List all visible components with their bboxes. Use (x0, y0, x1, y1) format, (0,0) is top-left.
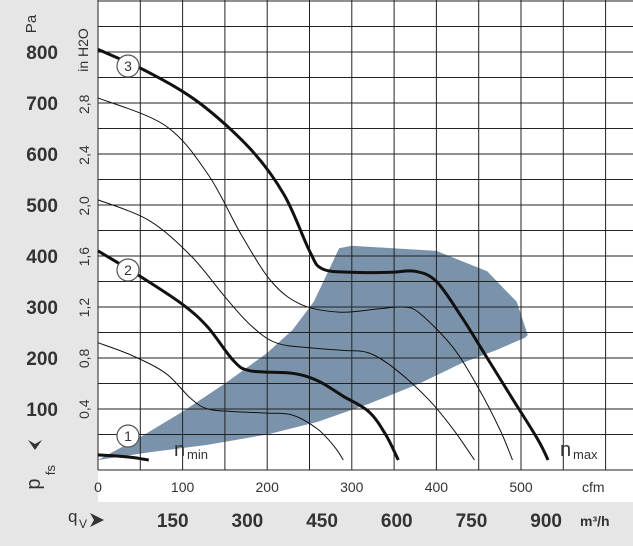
x-unit-m3h: m³/h (580, 513, 610, 529)
y-tick-pa: 100 (26, 400, 58, 421)
x-tick-m3h: 750 (456, 511, 488, 532)
y-tick-inh2o: 1,2 (76, 298, 92, 318)
y-tick-pa: 400 (26, 247, 58, 268)
x-tick-m3h: 300 (232, 511, 264, 532)
nmin-label: n (174, 439, 185, 461)
x-axis-title: q (68, 507, 77, 526)
tick-layer: 100 200 300 400 500 600 700 800 0,4 0,8 1,2 1,6 2,0 2… (26, 43, 562, 532)
curve-intermediate-line-3 (97, 97, 513, 461)
x-unit-cfm: cfm (582, 479, 605, 495)
nmax-subscript: max (573, 447, 598, 462)
operating-region (98, 245, 528, 460)
curve-intermediate-line-4 (97, 199, 475, 461)
nmin-subscript: min (187, 447, 208, 462)
y-tick-inh2o: 0,4 (76, 399, 92, 419)
curve-2-line (97, 249, 400, 461)
operating-region-layer (98, 245, 528, 460)
curve-2-label: 2 (124, 262, 132, 278)
x-tick-cfm: 300 (340, 479, 364, 495)
x-tick-cfm: 400 (425, 479, 449, 495)
y-unit-inh2o: in H2O (75, 28, 91, 72)
bottom-axis-panel (0, 502, 633, 546)
curve-intermediate-line-5 (97, 342, 344, 461)
x-tick-m3h: 150 (157, 511, 189, 532)
y-unit-pa: Pa (23, 14, 40, 33)
y-tick-inh2o: 2,4 (76, 145, 92, 165)
y-tick-pa: 800 (26, 43, 58, 64)
series-layer (97, 48, 550, 462)
curve-1-line (97, 453, 150, 462)
y-tick-pa: 200 (26, 349, 58, 370)
left-axis-panel (0, 0, 98, 502)
x-axis-arrow-icon (90, 513, 104, 527)
y-tick-inh2o: 1,6 (76, 247, 92, 267)
y-tick-pa: 600 (26, 145, 58, 166)
x-tick-cfm: 500 (509, 479, 533, 495)
x-tick-cfm: 0 (94, 479, 102, 495)
curve-3-label: 3 (124, 58, 132, 74)
curve-1-label: 1 (124, 428, 132, 444)
x-tick-m3h: 600 (381, 511, 413, 532)
curve-2-marker: 2 (116, 258, 140, 282)
x-tick-cfm: 100 (171, 479, 195, 495)
x-axis-subscript: V (79, 517, 87, 531)
y-tick-inh2o: 0,8 (76, 348, 92, 368)
x-tick-m3h: 900 (530, 511, 562, 532)
x-tick-m3h: 450 (306, 511, 338, 532)
y-tick-inh2o: 2,0 (76, 196, 92, 216)
y-tick-pa: 500 (26, 196, 58, 217)
nmax-label: n (560, 439, 571, 461)
curve-3-line (97, 48, 550, 461)
y-tick-pa: 700 (26, 94, 58, 115)
y-tick-inh2o: 2,8 (76, 94, 92, 114)
curve-1-marker: 1 (116, 424, 140, 448)
curve-3-marker: 3 (116, 54, 140, 78)
y-axis-arrow-icon (28, 440, 42, 450)
x-tick-cfm: 200 (256, 479, 280, 495)
y-axis-title: p (23, 478, 45, 489)
y-tick-pa: 300 (26, 298, 58, 319)
y-axis-subscript: fs (43, 464, 58, 475)
